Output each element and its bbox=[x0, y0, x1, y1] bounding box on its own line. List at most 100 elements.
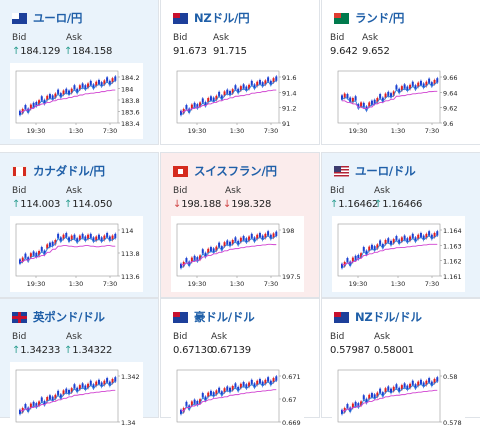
rate-card-nzdjpy[interactable]: NZドル/円 Bid Ask 91.673 91.715 91.6 91.4 91.… bbox=[160, 0, 320, 145]
y-tick-label: 113.8 bbox=[121, 250, 140, 258]
pair-name[interactable]: 英ポンド/ドル bbox=[33, 310, 105, 324]
rate-card-chfjpy[interactable]: スイスフラン/円 Bid Ask ↓198.188 ↓198.328 198 19… bbox=[160, 152, 320, 298]
candle-body bbox=[95, 236, 98, 241]
ask-value: ↑1.16466 bbox=[374, 199, 423, 210]
pair-name[interactable]: 豪ドル/ドル bbox=[194, 310, 255, 324]
candle-body bbox=[87, 383, 90, 389]
candle-body bbox=[46, 244, 49, 249]
candle-body bbox=[193, 102, 196, 108]
card-title[interactable]: ユーロ/円 bbox=[12, 11, 82, 25]
candle-body bbox=[409, 84, 412, 90]
rate-card-eurjpy[interactable]: ユーロ/円 Bid Ask ↑184.129 ↑184.158 184.2 184… bbox=[0, 0, 159, 145]
rate-card-eurusd[interactable]: ユーロ/ドル Bid Ask ↑1.16462 ↑1.16466 1.164 1.… bbox=[321, 152, 480, 298]
card-title[interactable]: ユーロ/ドル bbox=[334, 164, 416, 178]
candle-body bbox=[417, 381, 420, 386]
rate-card-nzdusd[interactable]: NZドル/ドル Bid Ask 0.57987 0.58001 0.58 0.57… bbox=[321, 298, 480, 438]
rate-card-audusd[interactable]: 豪ドル/ドル Bid Ask 0.67130 0.67139 0.671 0.67… bbox=[160, 298, 320, 438]
y-tick-label: 198 bbox=[282, 227, 294, 235]
candle-body bbox=[395, 85, 398, 90]
pair-name[interactable]: NZドル/ドル bbox=[355, 310, 422, 324]
card-title[interactable]: 英ポンド/ドル bbox=[12, 310, 105, 324]
price-chart[interactable]: 184.2 184 183.8 183.6 183.4 19:30 1:30 7:30 bbox=[10, 63, 143, 139]
price-chart[interactable]: 198 197.5 19:30 1:30 7:30 bbox=[171, 216, 304, 292]
candle-body bbox=[390, 240, 392, 246]
candle-body bbox=[370, 393, 373, 398]
candle-body bbox=[201, 393, 204, 398]
candle-body bbox=[223, 91, 226, 96]
pair-name[interactable]: NZドル/円 bbox=[194, 11, 250, 25]
pair-name[interactable]: ユーロ/ドル bbox=[355, 164, 416, 178]
moving-average-slow-line bbox=[342, 90, 438, 110]
candle-body bbox=[114, 377, 117, 382]
pair-name[interactable]: スイスフラン/円 bbox=[194, 164, 277, 178]
candle-body bbox=[51, 396, 54, 401]
candle-body bbox=[357, 254, 360, 260]
candle-body bbox=[341, 263, 343, 269]
candle-body bbox=[218, 91, 221, 97]
price-chart[interactable]: 1.164 1.163 1.162 1.161 19:30 1:30 7:30 bbox=[332, 216, 465, 292]
y-tick-label: 113.6 bbox=[121, 273, 140, 281]
card-title[interactable]: カナダドル/円 bbox=[12, 164, 105, 178]
candle-body bbox=[100, 82, 103, 87]
price-chart[interactable]: 91.6 91.4 91.2 91 19:30 1:30 7:30 bbox=[171, 63, 304, 139]
candle-body bbox=[387, 91, 390, 97]
moving-average-fast-line bbox=[19, 381, 116, 415]
pair-name[interactable]: ユーロ/円 bbox=[33, 11, 83, 25]
candle-body bbox=[373, 99, 376, 105]
candle-body bbox=[381, 392, 384, 397]
card-title[interactable]: ランド/円 bbox=[334, 11, 404, 25]
candle-body bbox=[267, 377, 270, 382]
y-tick-label: 9.66 bbox=[443, 74, 457, 82]
y-tick-label: 0.669 bbox=[282, 419, 301, 427]
candle-body bbox=[73, 85, 76, 90]
candle-body bbox=[185, 105, 188, 110]
candle-body bbox=[242, 382, 245, 387]
candle-body bbox=[48, 395, 51, 400]
candle-body bbox=[351, 257, 354, 262]
price-chart[interactable]: 0.671 0.67 0.669 bbox=[171, 362, 304, 438]
candle-body bbox=[62, 90, 65, 95]
candle-body bbox=[226, 89, 229, 95]
candle-body bbox=[229, 387, 231, 393]
candle-body bbox=[114, 233, 117, 239]
candle-body bbox=[384, 388, 387, 393]
candle-body bbox=[425, 81, 428, 87]
card-title[interactable]: NZドル/円 bbox=[173, 11, 250, 25]
candle-body bbox=[384, 240, 387, 245]
candle-body bbox=[207, 98, 210, 103]
price-chart[interactable]: 114 113.8 113.6 19:30 1:30 7:30 bbox=[10, 216, 143, 292]
candle-body bbox=[32, 251, 35, 256]
candle-body bbox=[43, 250, 46, 255]
candle-body bbox=[376, 98, 379, 103]
pair-name[interactable]: カナダドル/円 bbox=[33, 164, 105, 178]
candle-body bbox=[188, 261, 191, 266]
candle-body bbox=[272, 78, 275, 83]
x-tick-label: 1:30 bbox=[230, 127, 245, 135]
candle-body bbox=[193, 399, 196, 405]
card-title[interactable]: 豪ドル/ドル bbox=[173, 310, 255, 324]
bid-value: ↑1.34233 bbox=[12, 345, 61, 356]
card-title[interactable]: スイスフラン/円 bbox=[173, 164, 277, 178]
candle-body bbox=[387, 238, 390, 243]
x-tick-label: 7:30 bbox=[425, 127, 440, 135]
card-title[interactable]: NZドル/ドル bbox=[334, 310, 422, 324]
ask-value: 9.652 bbox=[362, 46, 390, 57]
pair-name[interactable]: ランド/円 bbox=[355, 11, 405, 25]
candle-body bbox=[272, 378, 275, 383]
price-chart[interactable]: 9.66 9.64 9.62 9.6 19:30 1:30 7:30 bbox=[332, 63, 465, 139]
candle-body bbox=[430, 234, 433, 240]
candle-body bbox=[261, 235, 264, 240]
candle-body bbox=[373, 246, 376, 251]
ask-value: ↑1.34322 bbox=[64, 345, 113, 356]
bid-label: Bid bbox=[12, 332, 27, 342]
rate-card-gbpusd[interactable]: 英ポンド/ドル Bid Ask ↑1.34233 ↑1.34322 1.342 1… bbox=[0, 298, 159, 438]
candle-body bbox=[68, 389, 70, 395]
bid-label: Bid bbox=[12, 33, 27, 43]
price-chart[interactable]: 0.58 0.578 bbox=[332, 362, 465, 438]
candle-body bbox=[35, 252, 38, 258]
price-chart[interactable]: 1.342 1.34 bbox=[10, 362, 143, 438]
y-tick-label: 1.162 bbox=[443, 258, 462, 266]
ask-value: 0.67139 bbox=[211, 345, 251, 356]
rate-card-zarjpy[interactable]: ランド/円 Bid Ask 9.642 9.652 9.66 9.64 9.62 9.… bbox=[321, 0, 480, 145]
rate-card-cadjpy[interactable]: カナダドル/円 Bid Ask ↑114.003 ↑114.050 114 113… bbox=[0, 152, 159, 298]
